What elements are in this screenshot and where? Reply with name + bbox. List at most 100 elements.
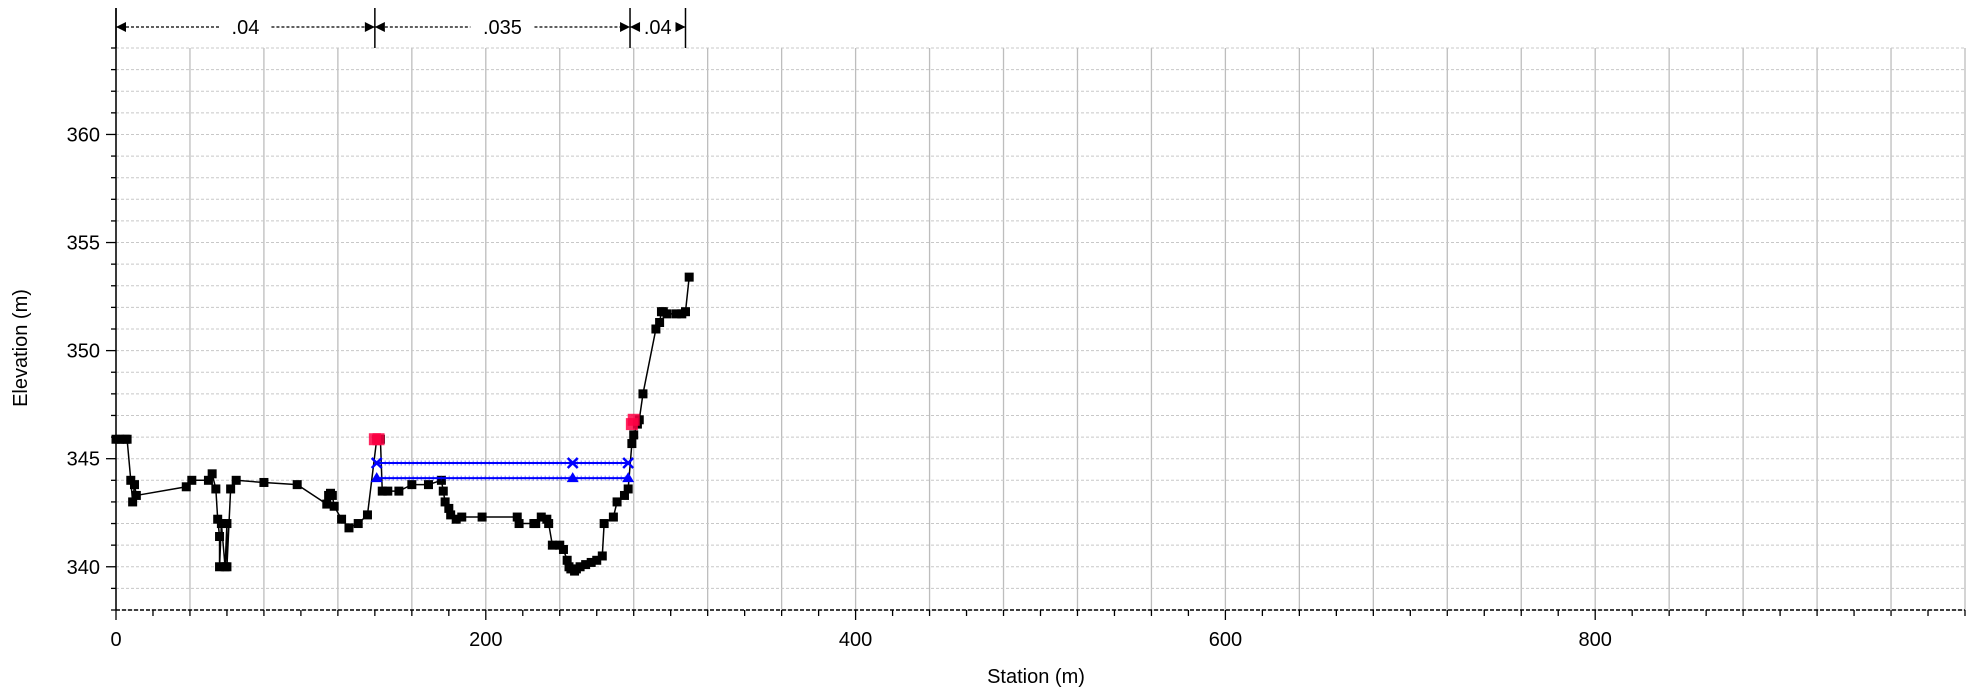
- ground-point: [383, 486, 393, 496]
- mannings-n-arrow: [620, 22, 631, 32]
- ground-point: [547, 540, 557, 550]
- ground-point: [544, 519, 554, 529]
- ground-point: [344, 523, 354, 533]
- y-tick-label: 360: [67, 124, 100, 146]
- tick-labels: 0 200 400 600 800 340 345 350 355 360: [67, 124, 1612, 651]
- ground-point: [581, 560, 591, 570]
- data-series: [111, 272, 694, 576]
- ground-point: [512, 512, 522, 522]
- ground-point: [394, 486, 404, 496]
- mannings-n-label: .04: [644, 17, 672, 39]
- water-surface-point: [622, 457, 635, 469]
- ground-point: [592, 555, 602, 565]
- y-axis-title: Elevation (m): [10, 289, 32, 407]
- ground-point: [353, 519, 363, 529]
- ground-point: [181, 482, 191, 492]
- ground-point: [451, 514, 461, 524]
- ground-point: [623, 484, 633, 494]
- ground-point: [226, 484, 236, 494]
- y-tick-label: 350: [67, 341, 100, 363]
- ground-point: [322, 499, 332, 509]
- ground-point: [575, 562, 585, 572]
- water-surface-point: [566, 472, 579, 483]
- x-tick-label: 800: [1579, 629, 1612, 651]
- ground-point: [292, 480, 302, 490]
- ground-point: [216, 519, 226, 529]
- mannings-n-label: .04: [232, 17, 260, 39]
- mannings-n-arrow: [630, 22, 641, 32]
- y-tick-label: 355: [67, 233, 100, 255]
- ground-point: [684, 272, 694, 282]
- mannings-n-arrow: [364, 22, 375, 32]
- ground-point: [457, 512, 467, 522]
- ground-point: [599, 519, 609, 529]
- ground-point: [531, 519, 541, 529]
- ground-point: [586, 557, 596, 567]
- ground-point: [329, 501, 339, 511]
- ground-point: [377, 486, 387, 496]
- ground-point: [231, 475, 241, 485]
- ground-point: [655, 318, 665, 328]
- mannings-n-label: .035: [483, 17, 522, 39]
- ground-point: [122, 434, 132, 444]
- ground-point: [203, 475, 213, 485]
- ground-point: [608, 512, 618, 522]
- water-surface-point: [622, 472, 635, 483]
- ground-point: [215, 562, 225, 572]
- ground-point: [627, 439, 637, 449]
- ground-point: [128, 497, 138, 507]
- ground-point: [619, 490, 629, 500]
- ground-point: [407, 480, 417, 490]
- bank-station-point: [372, 433, 385, 446]
- ground-point: [259, 477, 269, 487]
- ground-point: [440, 497, 450, 507]
- ground-point: [327, 490, 337, 500]
- ground-point: [187, 475, 197, 485]
- ground-point: [337, 514, 347, 524]
- ground-point: [222, 562, 232, 572]
- ground-point: [115, 434, 125, 444]
- x-tick-label: 0: [110, 629, 121, 651]
- ground-point: [215, 532, 225, 542]
- ground-point: [662, 309, 672, 319]
- ground-point: [207, 469, 217, 479]
- mannings-n-bar: .04 .035 .04: [115, 8, 687, 48]
- y-tick-label: 340: [67, 557, 100, 579]
- mannings-n-arrow: [116, 22, 126, 32]
- mannings-n-arrow: [374, 22, 385, 32]
- ground-point: [438, 486, 448, 496]
- ground-point: [362, 510, 372, 520]
- ground-point: [671, 309, 681, 319]
- ground-point: [446, 510, 456, 520]
- axes: [106, 8, 1966, 620]
- water-surface-point: [370, 472, 383, 483]
- ground-point: [477, 512, 487, 522]
- ground-point: [222, 519, 232, 529]
- ground-point: [536, 512, 546, 522]
- x-tick-label: 200: [469, 629, 502, 651]
- ground-point: [680, 307, 690, 317]
- grid: [115, 47, 1966, 611]
- ground-point: [612, 497, 622, 507]
- x-tick-label: 600: [1209, 629, 1242, 651]
- bank-station-point: [627, 413, 640, 426]
- ground-point: [514, 519, 524, 529]
- x-tick-label: 400: [839, 629, 872, 651]
- ground-point: [651, 324, 661, 334]
- ground-point: [597, 551, 607, 561]
- ground-point: [562, 555, 572, 565]
- ground-point: [129, 480, 139, 490]
- ground-point: [558, 544, 568, 554]
- ground-point: [638, 389, 648, 399]
- x-axis-title: Station (m): [987, 666, 1085, 688]
- water-surface-point: [370, 457, 383, 469]
- ground-point: [131, 490, 141, 500]
- y-tick-label: 345: [67, 449, 100, 471]
- water-surface-point: [566, 457, 579, 469]
- mannings-n-arrow: [675, 22, 686, 32]
- ground-point: [423, 480, 433, 490]
- ground-point: [444, 503, 454, 513]
- ground-point: [629, 430, 639, 440]
